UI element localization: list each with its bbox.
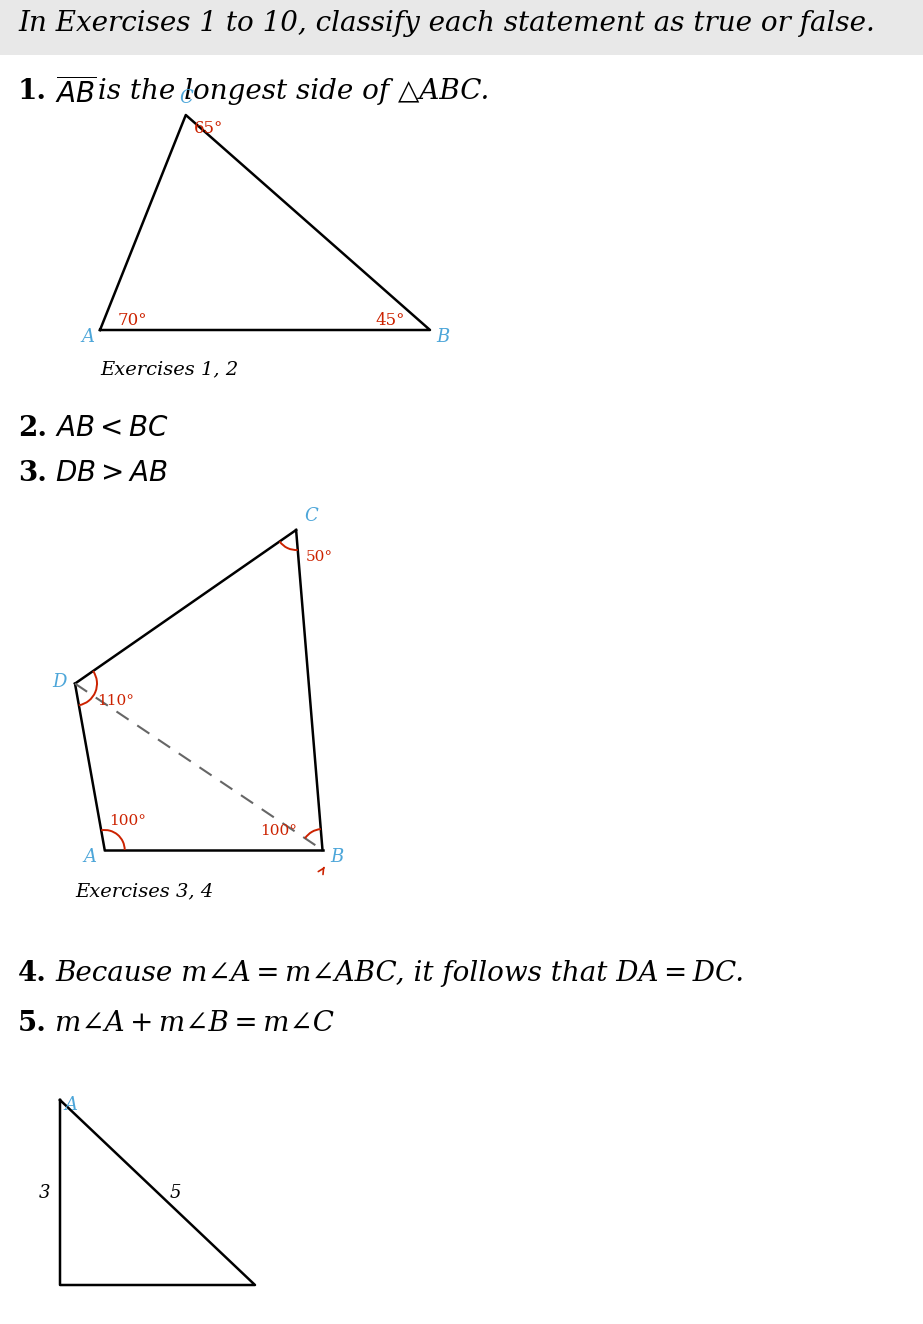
Text: In Exercises 1 to 10, classify each statement as true or false.: In Exercises 1 to 10, classify each stat…: [18, 11, 875, 37]
Text: $AB < BC$: $AB < BC$: [55, 414, 169, 442]
Text: D: D: [53, 673, 67, 691]
Text: 5: 5: [170, 1184, 181, 1201]
Text: 70°: 70°: [118, 312, 148, 328]
Text: Exercises 1, 2: Exercises 1, 2: [100, 360, 238, 377]
Text: $DB > AB$: $DB > AB$: [55, 459, 168, 487]
Text: 110°: 110°: [97, 694, 134, 707]
Text: C: C: [179, 89, 193, 107]
Text: 3: 3: [39, 1184, 50, 1201]
Text: is the longest side of △ABC.: is the longest side of △ABC.: [89, 78, 489, 105]
Text: C: C: [304, 507, 318, 526]
Text: Exercises 3, 4: Exercises 3, 4: [75, 882, 213, 900]
Text: A: A: [64, 1096, 77, 1113]
Text: A: A: [84, 847, 97, 866]
Text: 2.: 2.: [18, 414, 47, 442]
Text: B: B: [330, 847, 343, 866]
Text: 100°: 100°: [109, 814, 146, 828]
Text: 100°: 100°: [260, 824, 297, 838]
Text: $\overline{AB}$: $\overline{AB}$: [55, 78, 97, 110]
Text: 45°: 45°: [375, 312, 404, 328]
Text: 50°: 50°: [306, 549, 333, 564]
Text: 5.: 5.: [18, 1010, 47, 1037]
Text: 65°: 65°: [194, 120, 223, 136]
Text: B: B: [436, 328, 450, 346]
Text: 3.: 3.: [18, 459, 47, 487]
Text: 4.: 4.: [18, 960, 47, 986]
Bar: [0, 0, 923, 56]
Text: 1.: 1.: [18, 78, 47, 105]
Text: A: A: [81, 328, 94, 346]
Text: m∠A + m∠B = m∠C: m∠A + m∠B = m∠C: [55, 1010, 334, 1037]
Text: Because m∠A = m∠ABC, it follows that DA = DC.: Because m∠A = m∠ABC, it follows that DA …: [55, 960, 744, 986]
